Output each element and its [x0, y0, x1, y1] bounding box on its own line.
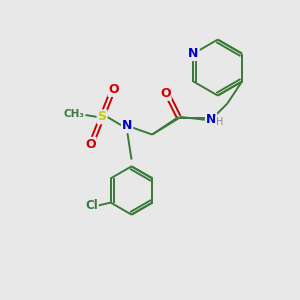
Text: N: N — [206, 113, 216, 126]
Text: H: H — [216, 117, 223, 127]
Text: CH₃: CH₃ — [64, 109, 85, 119]
Text: O: O — [160, 87, 171, 100]
Text: N: N — [188, 47, 199, 60]
Text: N: N — [122, 119, 132, 132]
Text: S: S — [98, 110, 106, 123]
Text: Cl: Cl — [85, 199, 98, 212]
Text: O: O — [109, 83, 119, 96]
Text: O: O — [85, 138, 96, 151]
